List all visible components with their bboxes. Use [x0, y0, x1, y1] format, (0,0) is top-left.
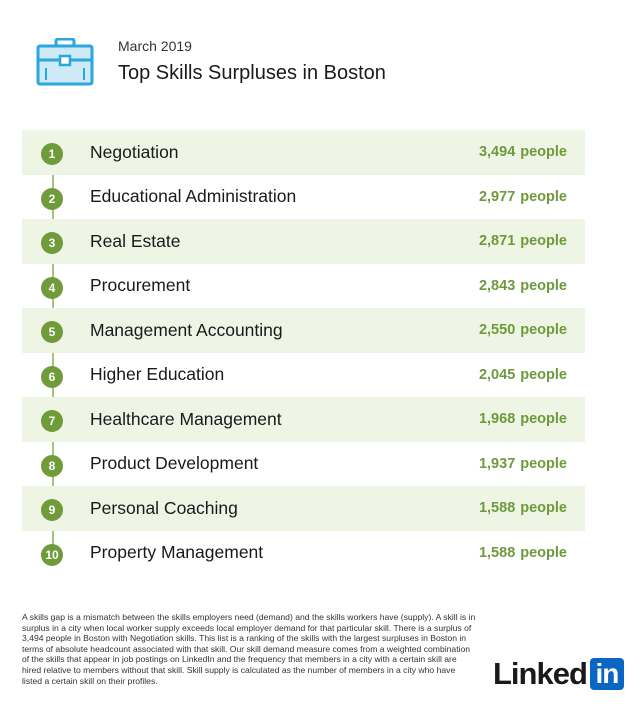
list-item: 10 Property Management 1,588 people [22, 531, 585, 576]
skill-count: 1,968 people [479, 411, 567, 427]
count-value: 2,977 [478, 188, 516, 205]
rank-badge: 1 [41, 143, 63, 165]
list-item: 8 Product Development 1,937 people [22, 442, 585, 487]
skill-count: 1,588 people [479, 500, 567, 516]
header: March 2019 Top Skills Surpluses in Bosto… [0, 0, 640, 110]
count-unit: people [520, 188, 567, 205]
skill-count: 2,977 people [479, 189, 567, 205]
rank-badge: 8 [41, 454, 63, 477]
rank-badge: 7 [41, 410, 63, 432]
list-item: 4 Procurement 2,843 people [22, 264, 585, 309]
skill-count: 2,871 people [479, 233, 567, 249]
count-value: 3,494 [478, 144, 516, 161]
briefcase-icon [36, 38, 94, 86]
rank-badge: 2 [41, 187, 63, 210]
count-unit: people [520, 322, 567, 339]
count-unit: people [520, 500, 567, 517]
rank-badge: 10 [41, 543, 63, 566]
count-unit: people [520, 411, 567, 428]
logo-in-icon: in [589, 658, 624, 690]
count-unit: people [520, 544, 567, 561]
count-value: 1,588 [478, 500, 516, 517]
page-title: Top Skills Surpluses in Boston [118, 62, 386, 84]
skill-name: Management Accounting [90, 319, 283, 340]
rank-badge: 3 [41, 232, 63, 254]
skill-name: Healthcare Management [90, 408, 282, 429]
skill-name: Personal Coaching [90, 497, 238, 518]
skill-name: Educational Administration [90, 186, 297, 207]
count-value: 1,968 [478, 411, 516, 428]
count-unit: people [520, 144, 567, 161]
skill-name: Higher Education [90, 364, 225, 385]
rank-badge: 5 [41, 321, 63, 343]
linkedin-logo: Linked in [493, 656, 624, 692]
report-date: March 2019 [118, 38, 192, 54]
count-unit: people [520, 277, 567, 294]
count-value: 2,550 [478, 322, 516, 339]
list-item: 1 Negotiation 3,494 people [22, 130, 585, 175]
skill-count: 2,045 people [479, 367, 567, 383]
count-value: 1,937 [478, 455, 516, 472]
count-unit: people [520, 233, 567, 250]
skill-count: 2,843 people [479, 278, 567, 294]
skill-name: Real Estate [90, 230, 181, 251]
count-value: 2,871 [478, 233, 516, 250]
count-value: 2,843 [478, 277, 516, 294]
count-unit: people [520, 455, 567, 472]
skill-count: 2,550 people [479, 322, 567, 338]
rank-badge: 4 [41, 276, 63, 299]
skill-name: Procurement [90, 275, 191, 296]
count-unit: people [520, 366, 567, 383]
count-value: 2,045 [478, 366, 516, 383]
skill-count: 1,937 people [479, 456, 567, 472]
timeline-line [52, 154, 54, 552]
count-value: 1,588 [478, 544, 516, 561]
list-item: 6 Higher Education 2,045 people [22, 353, 585, 398]
skill-count: 3,494 people [479, 144, 567, 160]
list-item: 9 Personal Coaching 1,588 people [22, 486, 585, 531]
logo-word: Linked [493, 656, 588, 691]
list-item: 3 Real Estate 2,871 people [22, 219, 585, 264]
rank-badge: 9 [41, 499, 63, 521]
footnote: A skills gap is a mismatch between the s… [22, 612, 476, 686]
list-item: 2 Educational Administration 2,977 people [22, 175, 585, 220]
list-item: 5 Management Accounting 2,550 people [22, 308, 585, 353]
skill-name: Property Management [90, 542, 264, 563]
skill-name: Negotiation [90, 141, 179, 162]
list-item: 7 Healthcare Management 1,968 people [22, 397, 585, 442]
skill-name: Product Development [90, 453, 259, 474]
rank-badge: 6 [41, 365, 63, 388]
skills-list: 1 Negotiation 3,494 people 2 Educational Admi… [22, 130, 585, 575]
skill-count: 1,588 people [479, 545, 567, 561]
